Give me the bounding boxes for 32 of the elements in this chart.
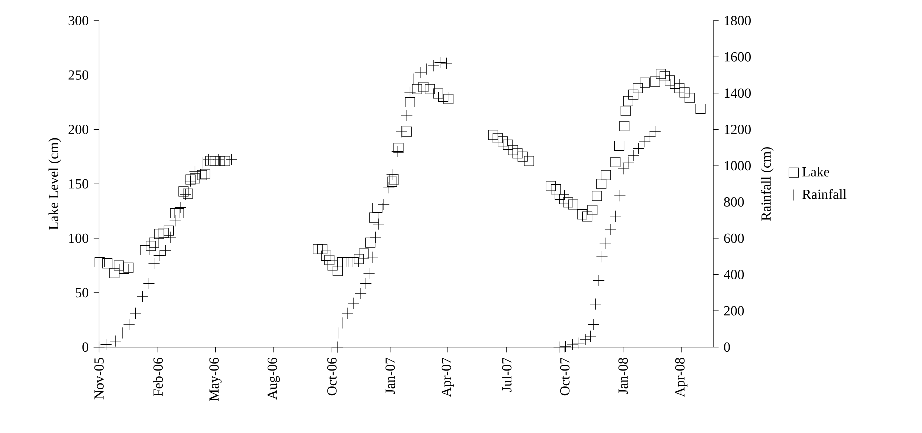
y2-tick-label: 1600 [724, 52, 752, 62]
y-tick-label: 250 [68, 70, 89, 80]
y-tick-label: 100 [69, 234, 89, 244]
y-axis-title: Lake Level (cm) [48, 138, 62, 230]
y2-tick-label: 400 [724, 270, 744, 280]
legend-label: Lake [802, 167, 830, 177]
x-tick-label: Jan-07 [386, 358, 396, 394]
x-tick-label: Nov-05 [94, 358, 104, 400]
y2-tick-label: 0 [724, 342, 730, 352]
y2-axis-title: Rainfall (cm) [761, 148, 774, 222]
y2-tick-label: 800 [724, 198, 744, 208]
y-tick-label: 300 [68, 16, 89, 26]
y2-tick-label: 1200 [724, 125, 752, 135]
y2-tick-label: 600 [724, 234, 744, 244]
x-tick-label: Jan-08 [618, 358, 628, 394]
y2-tick-label: 1400 [724, 88, 752, 98]
x-tick-label: Apr-07 [442, 358, 454, 398]
x-tick-label: Jul-07 [502, 358, 512, 392]
y-tick-label: 150 [69, 180, 89, 189]
x-tick-label: Apr-08 [675, 358, 688, 398]
x-tick-label: Aug-06 [268, 358, 280, 400]
y-tick-label: 200 [68, 125, 89, 135]
y2-tick-label: 1800 [724, 16, 752, 26]
x-tick-label: May-06 [210, 358, 222, 402]
y-tick-label: 50 [76, 288, 89, 298]
y-tick-label: 0 [82, 342, 89, 352]
legend-label: Rainfall [802, 189, 847, 200]
y2-tick-label: 1000 [724, 161, 752, 171]
x-tick-label: Oct-07 [560, 358, 570, 396]
y2-tick-label: 200 [724, 306, 744, 316]
x-tick-label: Feb-06 [153, 358, 164, 397]
x-tick-label: Oct-06 [328, 358, 337, 396]
